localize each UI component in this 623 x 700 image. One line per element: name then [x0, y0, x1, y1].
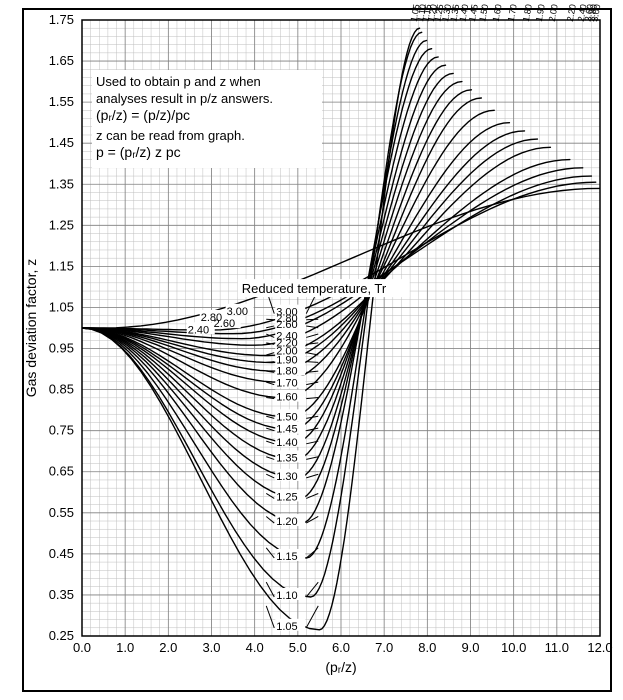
outer-border	[22, 8, 612, 692]
chart-frame: 0.01.02.03.04.05.06.07.08.09.010.011.012…	[0, 0, 623, 700]
